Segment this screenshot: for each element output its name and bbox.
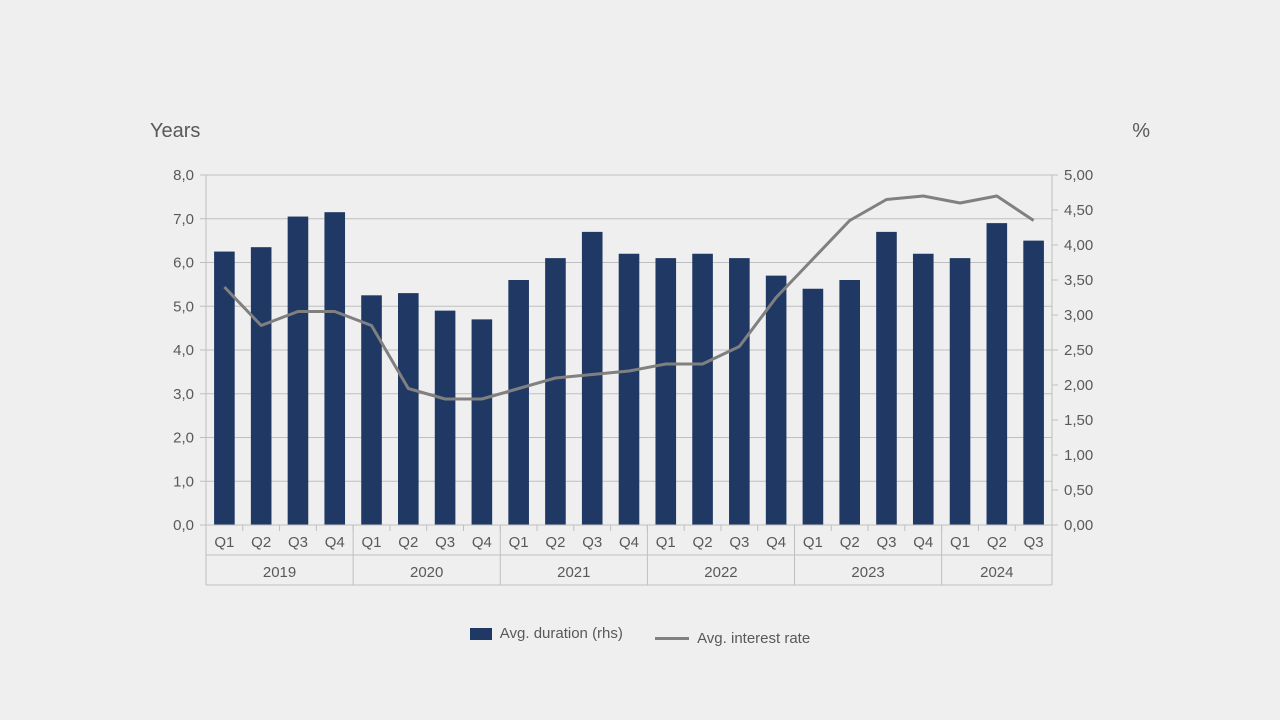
combo-chart: 0,0 1,0 2,0 3,0 4,0 5,0 6,0 7,0 8,0 0,00 0,50 1,00 1… [0,0,1280,720]
legend-label-line: Avg. interest rate [697,630,810,647]
legend-item-line: Avg. interest rate [655,630,810,647]
svg-text:Q3: Q3 [729,534,749,551]
svg-text:8,0: 8,0 [173,167,194,184]
svg-text:Q2: Q2 [840,534,860,551]
svg-text:Q4: Q4 [913,534,933,551]
svg-text:7,0: 7,0 [173,211,194,228]
svg-text:2022: 2022 [704,564,737,581]
svg-text:Q1: Q1 [214,534,234,551]
legend-swatch-bar [470,628,492,640]
svg-text:0,50: 0,50 [1064,482,1093,499]
svg-text:Q3: Q3 [1024,534,1044,551]
svg-text:Q3: Q3 [876,534,896,551]
svg-text:Q2: Q2 [251,534,271,551]
legend: Avg. duration (rhs) Avg. interest rate [0,625,1280,647]
svg-text:6,0: 6,0 [173,255,194,272]
svg-text:0,0: 0,0 [173,517,194,534]
svg-text:4,0: 4,0 [173,342,194,359]
svg-text:Q4: Q4 [619,534,639,551]
svg-text:4,00: 4,00 [1064,237,1093,254]
svg-text:Q2: Q2 [987,534,1007,551]
svg-text:2,50: 2,50 [1064,342,1093,359]
svg-text:5,00: 5,00 [1064,167,1093,184]
legend-label-bars: Avg. duration (rhs) [500,625,623,642]
svg-text:4,50: 4,50 [1064,202,1093,219]
svg-text:1,50: 1,50 [1064,412,1093,429]
svg-text:Q3: Q3 [288,534,308,551]
svg-text:3,00: 3,00 [1064,307,1093,324]
svg-text:Q3: Q3 [435,534,455,551]
svg-text:2021: 2021 [557,564,590,581]
svg-text:Q3: Q3 [582,534,602,551]
svg-text:Q1: Q1 [803,534,823,551]
svg-text:Q4: Q4 [472,534,492,551]
svg-text:5,0: 5,0 [173,298,194,315]
svg-text:Q4: Q4 [766,534,786,551]
svg-text:Q1: Q1 [362,534,382,551]
svg-text:2023: 2023 [851,564,884,581]
svg-text:3,50: 3,50 [1064,272,1093,289]
svg-text:Q2: Q2 [693,534,713,551]
legend-swatch-line [655,637,689,640]
svg-text:2024: 2024 [980,564,1013,581]
svg-text:Q1: Q1 [656,534,676,551]
svg-text:3,0: 3,0 [173,386,194,403]
svg-text:Q2: Q2 [545,534,565,551]
svg-text:1,00: 1,00 [1064,447,1093,464]
legend-item-bars: Avg. duration (rhs) [470,625,623,642]
svg-text:Q2: Q2 [398,534,418,551]
svg-text:Q4: Q4 [325,534,345,551]
svg-text:1,0: 1,0 [173,473,194,490]
svg-text:Q1: Q1 [509,534,529,551]
svg-text:2020: 2020 [410,564,443,581]
svg-text:0,00: 0,00 [1064,517,1093,534]
svg-text:2,00: 2,00 [1064,377,1093,394]
svg-text:2019: 2019 [263,564,296,581]
svg-text:2,0: 2,0 [173,430,194,447]
svg-text:Q1: Q1 [950,534,970,551]
